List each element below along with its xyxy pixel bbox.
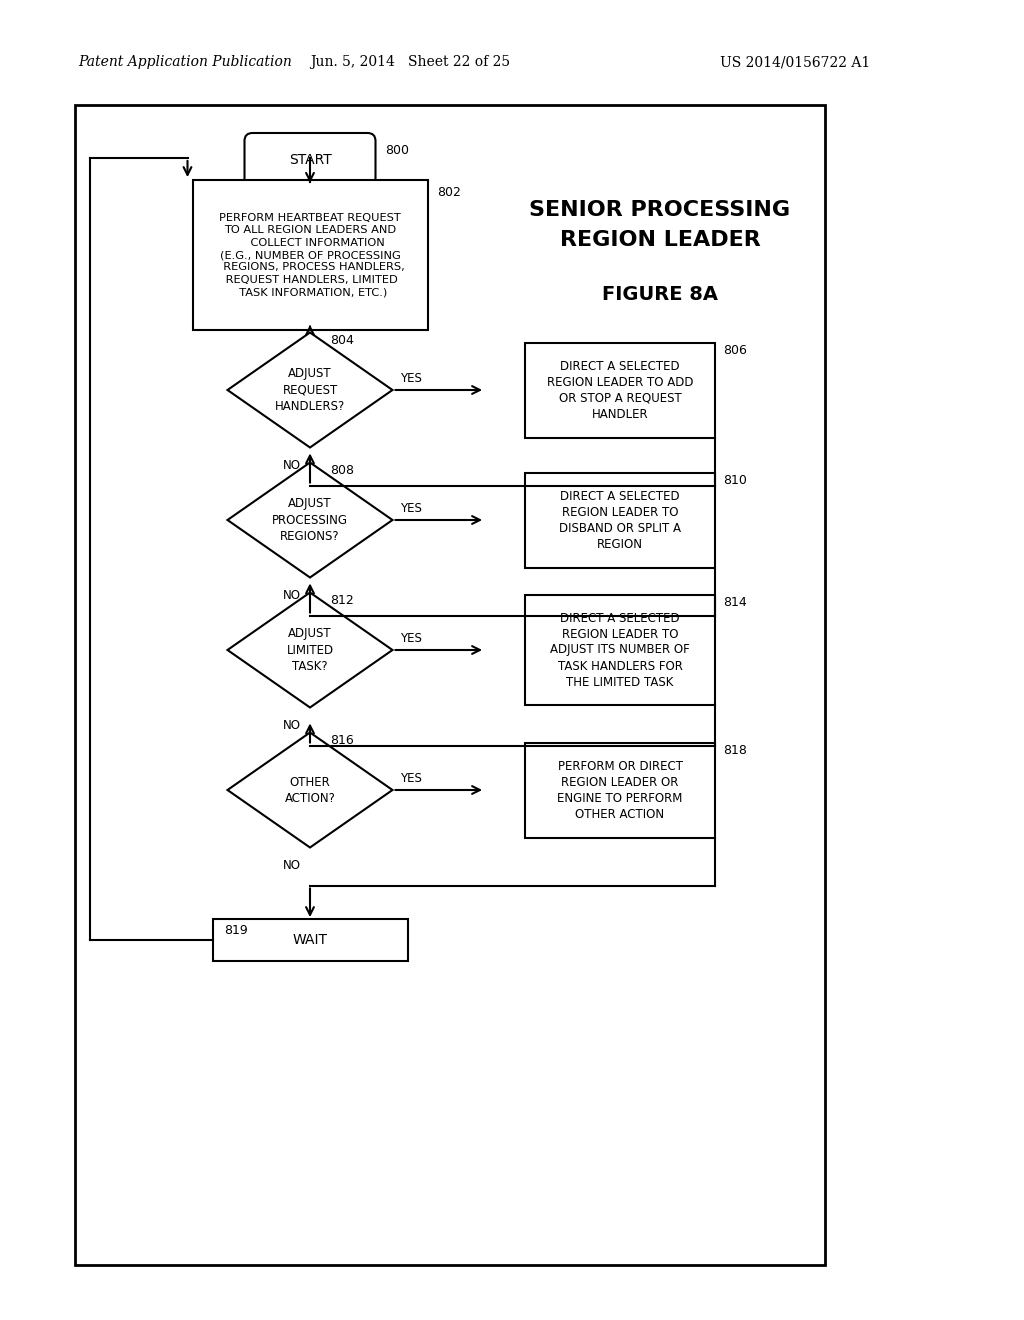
Text: OTHER
ACTION?: OTHER ACTION?	[285, 776, 336, 804]
Text: 810: 810	[723, 474, 746, 487]
Text: YES: YES	[399, 502, 422, 515]
Text: US 2014/0156722 A1: US 2014/0156722 A1	[720, 55, 870, 69]
Bar	[193, 180, 427, 330]
Text: YES: YES	[399, 631, 422, 644]
Text: FIGURE 8A: FIGURE 8A	[602, 285, 718, 305]
Text: START: START	[289, 153, 332, 168]
Text: PERFORM HEARTBEAT REQUEST
TO ALL REGION LEADERS AND
    COLLECT INFORMATION
(E.G: PERFORM HEARTBEAT REQUEST TO ALL REGION …	[216, 213, 404, 297]
Polygon shape	[227, 462, 392, 578]
Text: PERFORM OR DIRECT
REGION LEADER OR
ENGINE TO PERFORM
OTHER ACTION: PERFORM OR DIRECT REGION LEADER OR ENGIN…	[557, 759, 683, 821]
Text: 806: 806	[723, 345, 746, 356]
Text: 804: 804	[330, 334, 354, 347]
Text: SENIOR PROCESSING: SENIOR PROCESSING	[529, 201, 791, 220]
Text: 800: 800	[385, 144, 409, 157]
Text: ADJUST
LIMITED
TASK?: ADJUST LIMITED TASK?	[287, 627, 334, 672]
Text: DIRECT A SELECTED
REGION LEADER TO
DISBAND OR SPLIT A
REGION: DIRECT A SELECTED REGION LEADER TO DISBA…	[559, 490, 681, 550]
Bar	[75, 106, 825, 1265]
Text: 818: 818	[723, 744, 746, 756]
Polygon shape	[227, 733, 392, 847]
Text: 819: 819	[224, 924, 248, 937]
Text: YES: YES	[399, 771, 422, 784]
Polygon shape	[227, 593, 392, 708]
Text: DIRECT A SELECTED
REGION LEADER TO
ADJUST ITS NUMBER OF
TASK HANDLERS FOR
THE LI: DIRECT A SELECTED REGION LEADER TO ADJUS…	[550, 611, 690, 689]
Text: ADJUST
PROCESSING
REGIONS?: ADJUST PROCESSING REGIONS?	[272, 498, 348, 543]
Bar	[213, 919, 408, 961]
Text: 802: 802	[437, 186, 462, 198]
Bar	[525, 473, 715, 568]
Bar	[525, 342, 715, 437]
Text: NO: NO	[283, 459, 301, 473]
Text: WAIT: WAIT	[293, 933, 328, 946]
Bar	[525, 742, 715, 837]
Text: Patent Application Publication: Patent Application Publication	[78, 55, 292, 69]
Bar	[525, 595, 715, 705]
Text: ADJUST
REQUEST
HANDLERS?: ADJUST REQUEST HANDLERS?	[274, 367, 345, 412]
Text: 816: 816	[330, 734, 353, 747]
FancyBboxPatch shape	[245, 133, 376, 187]
Text: NO: NO	[283, 859, 301, 873]
Polygon shape	[227, 333, 392, 447]
Text: DIRECT A SELECTED
REGION LEADER TO ADD
OR STOP A REQUEST
HANDLER: DIRECT A SELECTED REGION LEADER TO ADD O…	[547, 359, 693, 421]
Text: Jun. 5, 2014   Sheet 22 of 25: Jun. 5, 2014 Sheet 22 of 25	[310, 55, 510, 69]
Text: 812: 812	[330, 594, 353, 607]
Text: 808: 808	[330, 465, 354, 477]
Text: YES: YES	[399, 371, 422, 384]
Text: 814: 814	[723, 597, 746, 610]
Text: NO: NO	[283, 719, 301, 733]
Text: NO: NO	[283, 589, 301, 602]
Text: REGION LEADER: REGION LEADER	[560, 230, 761, 249]
